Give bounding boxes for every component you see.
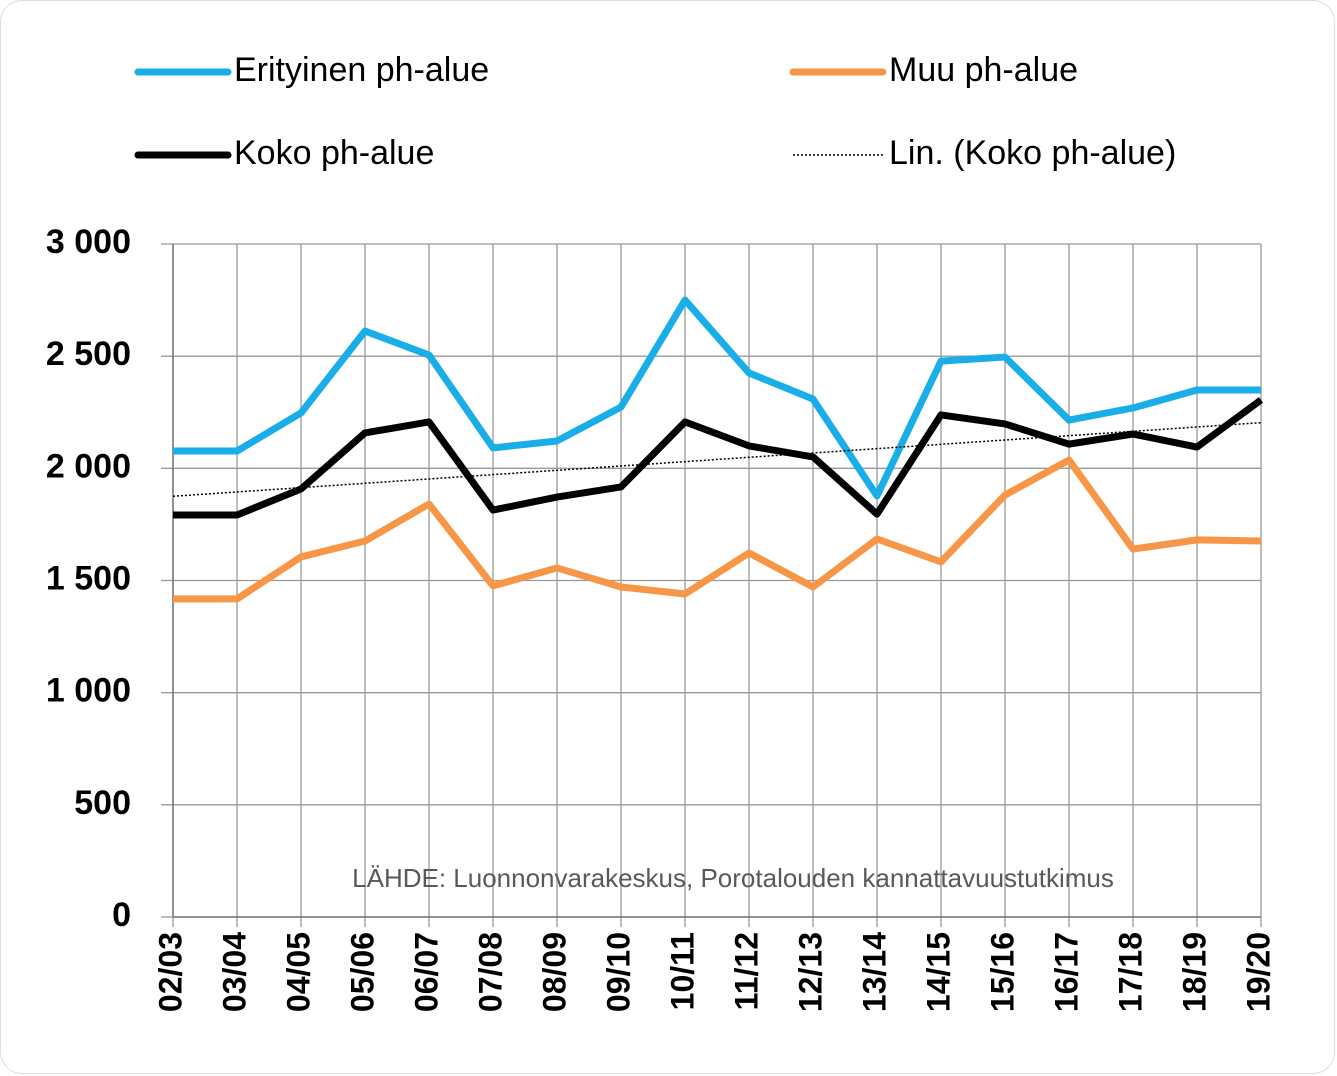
series-line (173, 397, 1264, 519)
x-tick-label: 04/05 (280, 932, 316, 1012)
y-tick-label: 500 (74, 784, 131, 822)
y-tick-label: 1 000 (46, 672, 131, 710)
x-tick-label: 16/17 (1048, 932, 1084, 1012)
x-tick-label: 19/20 (1240, 932, 1276, 1012)
y-tick-label: 1 500 (46, 559, 131, 597)
x-tick-label: 03/04 (216, 932, 252, 1012)
grid (161, 243, 1262, 927)
x-tick-label: 07/08 (472, 932, 508, 1012)
legend-label: Erityinen ph-alue (234, 51, 489, 89)
x-tick-label: 02/03 (152, 932, 188, 1012)
y-tick-label: 2 000 (46, 447, 131, 485)
y-tick-label: 2 500 (46, 335, 131, 373)
x-tick-label: 14/15 (920, 932, 956, 1012)
y-tick-label: 3 000 (46, 223, 131, 261)
series-line (173, 296, 1261, 500)
x-tick-label: 17/18 (1112, 932, 1148, 1012)
x-tick-label: 12/13 (792, 932, 828, 1012)
legend-label: Lin. (Koko ph-alue) (889, 134, 1176, 172)
x-tick-label: 13/14 (856, 932, 892, 1012)
trendline (172, 421, 1262, 498)
x-tick-label: 09/10 (600, 932, 636, 1012)
x-tick-label: 08/09 (536, 932, 572, 1012)
x-tick-label: 15/16 (984, 932, 1020, 1012)
series-line (173, 456, 1262, 603)
x-tick-label: 11/12 (728, 932, 764, 1010)
source-note: LÄHDE: Luonnonvarakeskus, Porotalouden k… (352, 863, 1114, 893)
x-tick-label: 18/19 (1176, 932, 1212, 1012)
x-tick-label: 05/06 (344, 932, 380, 1012)
x-tick-label: 10/11 (664, 932, 700, 1010)
legend-label: Muu ph-alue (889, 51, 1078, 89)
legend-label: Koko ph-alue (234, 134, 434, 172)
y-tick-label: 0 (112, 896, 131, 934)
x-tick-label: 06/07 (408, 932, 444, 1012)
lines (172, 296, 1264, 603)
